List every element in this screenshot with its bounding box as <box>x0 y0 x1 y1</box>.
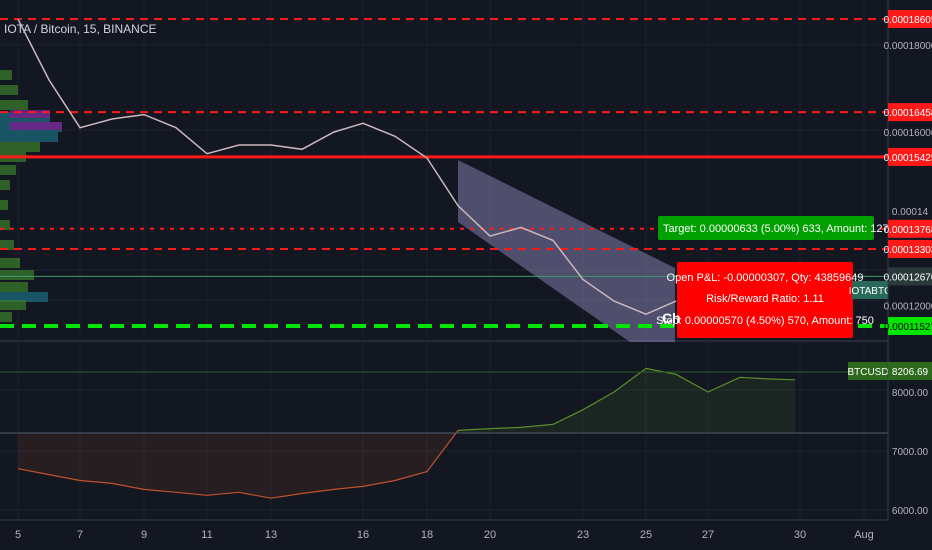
btc-area-up <box>458 368 795 433</box>
time-axis-tick: 16 <box>357 529 369 541</box>
price-axis-tick: 0.00018000 <box>884 41 932 52</box>
time-axis-tick: 13 <box>265 529 277 541</box>
price-level-label-bg <box>888 103 932 122</box>
time-axis-tick: 18 <box>421 529 433 541</box>
time-axis-bg <box>0 520 932 550</box>
price-level-label-bg <box>888 219 932 238</box>
price-level-label: 0.00011527 <box>884 322 932 333</box>
symbol-tag: IOTABTC <box>849 286 892 297</box>
btc-area-down <box>18 430 458 499</box>
btc-series-line-up <box>457 367 796 431</box>
volume-profile-bar <box>0 270 34 280</box>
price-level-label: 0.00013303 <box>884 245 932 256</box>
price-level-label-bg <box>888 317 932 335</box>
volume-profile-bar <box>0 165 16 175</box>
price-level-label-bg <box>888 147 932 166</box>
btc-axis-tick: 6000.00 <box>892 506 929 517</box>
price-channel <box>458 160 675 342</box>
volume-profile-bar <box>0 220 10 230</box>
btc-value-label-bg <box>888 362 932 380</box>
price-axis-partial: 0.00014 <box>892 207 929 218</box>
volume-profile-bar <box>0 180 10 190</box>
btc-tag-bg <box>848 362 888 380</box>
symbol-title: IOTA / Bitcoin, 15, BINANCE <box>4 22 157 36</box>
target-text: Target: 0.00000633 (5.00%) 633, Amount: … <box>663 223 910 235</box>
partial-label: Ch <box>662 310 681 326</box>
volume-profile-bar <box>0 312 12 322</box>
volume-profile-bar <box>0 70 12 80</box>
time-axis-tick: 20 <box>484 529 496 541</box>
volume-profile-bar <box>0 300 26 310</box>
price-series-line <box>17 18 677 316</box>
time-axis-tick: 11 <box>201 529 212 541</box>
price-axis-tick: 0.00016000 <box>884 128 932 139</box>
stop-box <box>677 262 853 338</box>
price-level-label: 0.00016458 <box>884 108 932 119</box>
volume-profile-bar <box>0 240 14 250</box>
time-axis-tick: 7 <box>77 529 83 541</box>
volume-profile-bar <box>0 132 58 142</box>
volume-profile-bar <box>0 85 18 95</box>
btc-value-label: 8206.69 <box>892 367 929 378</box>
btc-axis-tick: 7000.00 <box>892 447 929 458</box>
btc-tag: BTCUSD <box>847 367 888 378</box>
risk-reward-text: Risk/Reward Ratio: 1.11 <box>706 293 824 305</box>
time-axis-tick: 23 <box>577 529 589 541</box>
volume-profile-bar <box>0 200 8 210</box>
target-box <box>658 216 874 240</box>
time-axis-tick: Aug <box>854 529 874 541</box>
volume-profile-bar <box>10 122 62 130</box>
open-pl-text: Open P&L: -0.00000307, Qty: 43859649 <box>667 272 864 284</box>
price-axis-tick: 0.00012000 <box>884 301 932 312</box>
price-axis-bg <box>888 0 932 520</box>
time-axis-tick: 30 <box>794 529 806 541</box>
time-axis-tick: 27 <box>702 529 714 541</box>
symbol-tag-bg <box>852 281 888 299</box>
time-axis-tick: 5 <box>15 529 21 541</box>
volume-profile-bar <box>0 292 48 302</box>
stop-text: Stop: 0.00000570 (4.50%) 570, Amount: 75… <box>656 315 874 327</box>
price-level-label: 0.00013768 <box>884 225 932 236</box>
volume-profile-bar <box>10 110 50 118</box>
btc-series-line-down <box>17 430 459 499</box>
volume-profile-bar <box>0 258 20 268</box>
price-level-label: 0.00012670 <box>884 272 932 283</box>
time-axis-tick: 25 <box>640 529 652 541</box>
volume-profile-bar <box>0 142 40 152</box>
price-level-label: 0.00018605 <box>884 15 932 26</box>
price-level-label-bg <box>888 239 932 258</box>
btc-axis-tick: 8000.00 <box>892 388 929 399</box>
price-level-label-bg <box>888 10 932 28</box>
price-level-label: 0.00015425 <box>884 153 932 164</box>
volume-profile-bar <box>0 282 28 292</box>
time-axis-tick: 9 <box>141 529 147 541</box>
price-level-label-bg <box>888 267 932 286</box>
volume-profile-bar <box>0 100 28 110</box>
